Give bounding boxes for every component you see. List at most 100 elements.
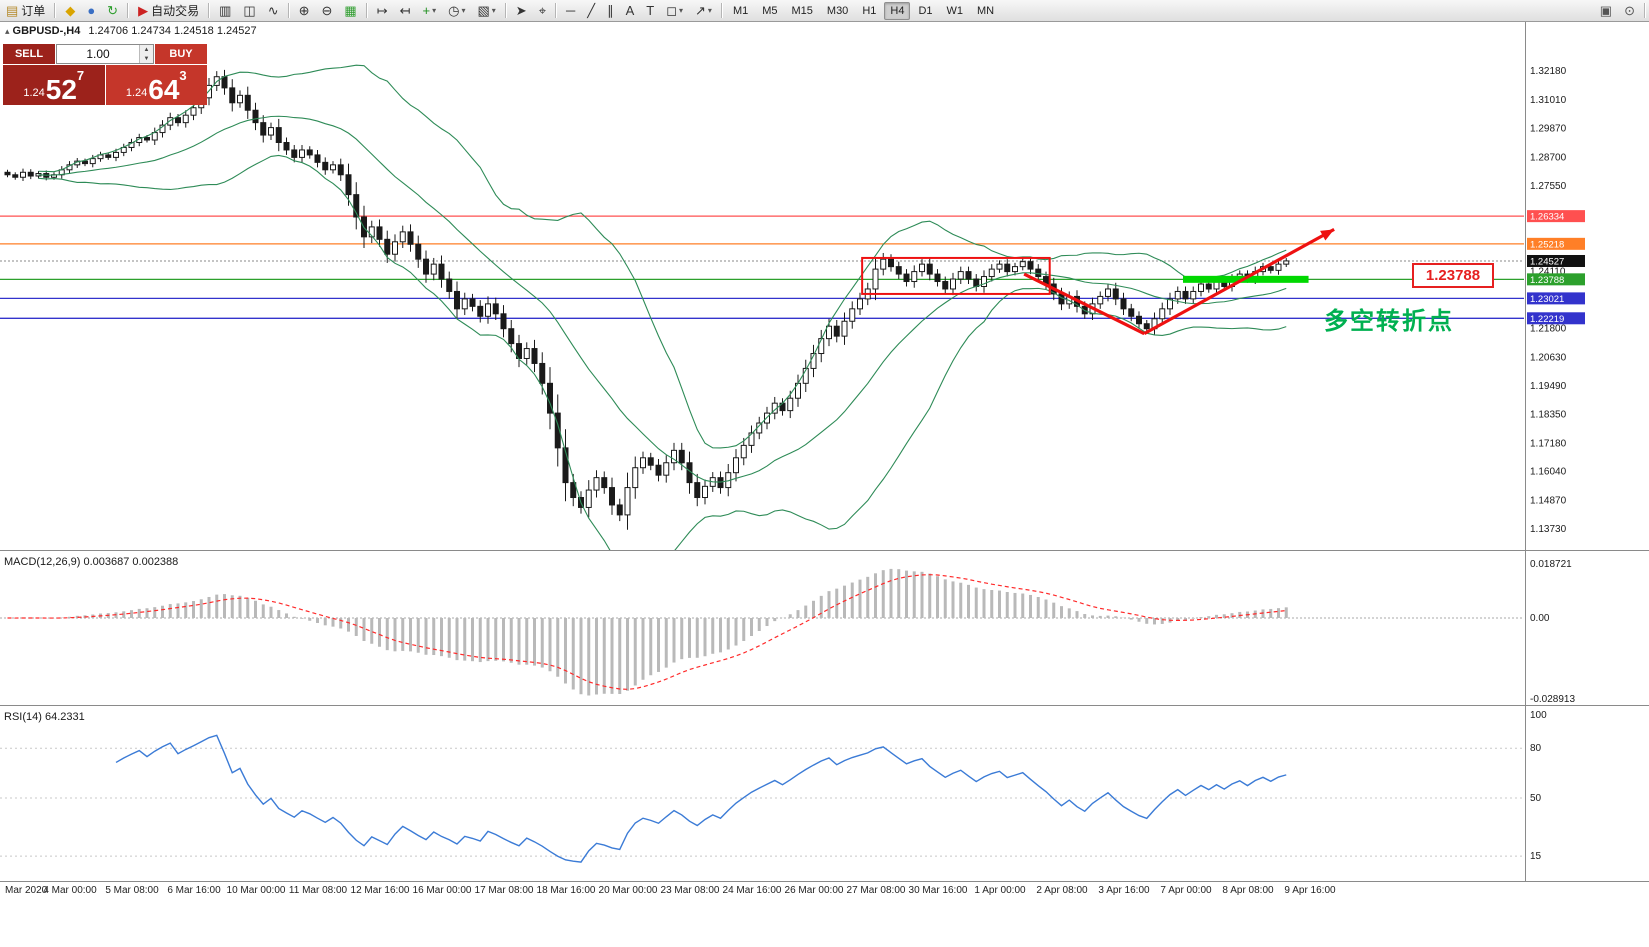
- search-icon: ⊙: [1624, 3, 1635, 18]
- arrows-icon: ↗: [695, 3, 706, 18]
- symbol-icon: ▴: [5, 26, 10, 36]
- timeframe-m15-button[interactable]: M15: [791, 4, 813, 17]
- refresh-icon[interactable]: ↻: [102, 0, 123, 21]
- svg-text:20 Mar 00:00: 20 Mar 00:00: [599, 885, 658, 896]
- chevron-down-icon: ▾: [679, 6, 684, 15]
- chart-header: ▴ GBPUSD-,H4 1.24706 1.24734 1.24518 1.245…: [5, 25, 257, 37]
- timeframe-w1-button[interactable]: W1: [946, 4, 964, 17]
- volume-value[interactable]: 1.00: [86, 47, 110, 61]
- svg-text:26 Mar 00:00: 26 Mar 00:00: [785, 885, 844, 896]
- price-level-callout[interactable]: 1.23788: [1412, 263, 1494, 288]
- periods-icon[interactable]: ◷ ▾: [443, 0, 470, 21]
- svg-text:24 Mar 16:00: 24 Mar 16:00: [723, 885, 782, 896]
- timeframe-h1-button[interactable]: H1: [862, 4, 877, 17]
- horizontal-line-icon: ─: [566, 3, 576, 18]
- crosshair-icon[interactable]: ⌖: [534, 0, 551, 21]
- candles[interactable]: [4, 69, 1290, 530]
- favorites-icon[interactable]: ◆: [60, 0, 80, 21]
- line-chart-icon[interactable]: ∿: [263, 0, 284, 21]
- news-icon: ▣: [1599, 3, 1613, 18]
- cursor-icon: ➤: [515, 3, 527, 18]
- svg-text:1.17180: 1.17180: [1530, 438, 1567, 449]
- trendline-icon: ╱: [587, 3, 596, 18]
- macd-pane[interactable]: 0.018721 0.00 -0.028913: [0, 559, 1575, 705]
- chart-drawings[interactable]: [861, 227, 1335, 336]
- auto-scroll-icon[interactable]: ↦: [372, 0, 393, 21]
- timeframe-mn-button[interactable]: MN: [977, 4, 995, 17]
- timeframe-d1-button[interactable]: D1: [918, 4, 933, 17]
- autotrade-button[interactable]: ▶ 自动交易: [133, 0, 204, 21]
- bar-chart-icon[interactable]: ▥: [214, 0, 236, 21]
- zoom-out-icon: ⊖: [321, 3, 333, 18]
- indicators-icon[interactable]: + ▾: [418, 0, 442, 21]
- svg-text:1.31010: 1.31010: [1530, 95, 1567, 106]
- timeframe-m30-button[interactable]: M30: [826, 4, 849, 17]
- sell-price-sup: 7: [76, 68, 85, 83]
- news-icon[interactable]: ▣: [1595, 0, 1617, 21]
- zoom-in-icon: ⊕: [298, 3, 310, 18]
- shapes-icon[interactable]: ◻ ▾: [661, 0, 688, 21]
- channel-icon[interactable]: ∥: [602, 0, 619, 21]
- sell-button[interactable]: SELL: [3, 44, 55, 64]
- chevron-down-icon: ▾: [461, 6, 466, 15]
- svg-text:8 Apr 08:00: 8 Apr 08:00: [1222, 885, 1274, 896]
- svg-text:7 Apr 00:00: 7 Apr 00:00: [1160, 885, 1212, 896]
- svg-text:1.27550: 1.27550: [1530, 181, 1567, 192]
- price-axis[interactable]: 1.32180 1.31010 1.29870 1.28700 1.27550 1.241…: [1525, 22, 1586, 881]
- trendline-icon[interactable]: ╱: [582, 0, 600, 21]
- sell-price-prefix: 1.24: [23, 87, 45, 99]
- trend-arrow: [1143, 227, 1335, 336]
- search-icon[interactable]: ⊙: [1619, 0, 1640, 21]
- candlestick-chart-icon[interactable]: ◫: [238, 0, 260, 21]
- autotrade-button-label: 自动交易: [151, 4, 200, 18]
- auto-scroll-icon: ↦: [376, 3, 388, 18]
- volume-input[interactable]: 1.00 ▲ ▼: [56, 44, 154, 64]
- new-order-button[interactable]: ▤ 订单: [1, 0, 50, 21]
- cursor-icon[interactable]: ➤: [511, 0, 532, 21]
- horizontal-line-icon[interactable]: ─: [561, 0, 580, 21]
- svg-text:1.23021: 1.23021: [1530, 294, 1564, 305]
- tile-windows-icon[interactable]: ▦: [339, 0, 361, 21]
- svg-text:18 Mar 16:00: 18 Mar 16:00: [537, 885, 596, 896]
- svg-text:-0.028913: -0.028913: [1530, 694, 1575, 705]
- timeframe-h4-button[interactable]: H4: [884, 1, 911, 20]
- timeframe-m5-button[interactable]: M5: [762, 4, 778, 17]
- new-order-button-label: 订单: [21, 4, 46, 18]
- svg-text:1.13730: 1.13730: [1530, 524, 1567, 535]
- rsi-pane[interactable]: 100 80 50 15: [0, 710, 1547, 863]
- templates-icon[interactable]: ▧ ▾: [472, 0, 500, 21]
- turning-point-note[interactable]: 多空转折点: [1324, 308, 1454, 335]
- svg-text:1.20630: 1.20630: [1530, 353, 1567, 364]
- svg-text:1.16040: 1.16040: [1530, 467, 1567, 478]
- text-icon[interactable]: A: [621, 0, 640, 21]
- svg-text:15: 15: [1530, 851, 1542, 862]
- timeframe-m1-button[interactable]: M1: [732, 4, 749, 17]
- sell-quote[interactable]: 1.24 52 7: [3, 65, 105, 105]
- zoom-in-icon[interactable]: ⊕: [294, 0, 315, 21]
- line-chart-icon: ∿: [267, 3, 279, 18]
- volume-down-icon[interactable]: ▼: [140, 54, 153, 63]
- volume-stepper[interactable]: ▲ ▼: [139, 45, 153, 63]
- svg-text:Mar 2020: Mar 2020: [5, 885, 48, 896]
- arrowhead-icon: [1320, 229, 1335, 241]
- bollinger-bands: [38, 64, 1287, 550]
- buy-quote[interactable]: 1.24 64 3: [105, 65, 207, 105]
- zoom-out-icon[interactable]: ⊖: [317, 0, 338, 21]
- svg-text:1.26334: 1.26334: [1530, 212, 1564, 223]
- horizontal-price-lines[interactable]: [0, 215, 1524, 319]
- new-order-icon: ▤: [6, 3, 19, 18]
- svg-text:0.018721: 0.018721: [1530, 559, 1572, 570]
- accounts-icon[interactable]: ●: [82, 0, 100, 21]
- chart-shift-icon[interactable]: ↤: [395, 0, 416, 21]
- buy-button[interactable]: BUY: [155, 44, 207, 64]
- volume-up-icon[interactable]: ▲: [140, 45, 153, 54]
- arrows-icon[interactable]: ↗ ▾: [690, 0, 717, 21]
- text-label-icon: T: [646, 3, 655, 18]
- svg-text:2 Apr 08:00: 2 Apr 08:00: [1036, 885, 1088, 896]
- svg-text:1 Apr 00:00: 1 Apr 00:00: [974, 885, 1026, 896]
- text-label-icon[interactable]: T: [641, 0, 659, 21]
- templates-icon: ▧: [477, 3, 490, 18]
